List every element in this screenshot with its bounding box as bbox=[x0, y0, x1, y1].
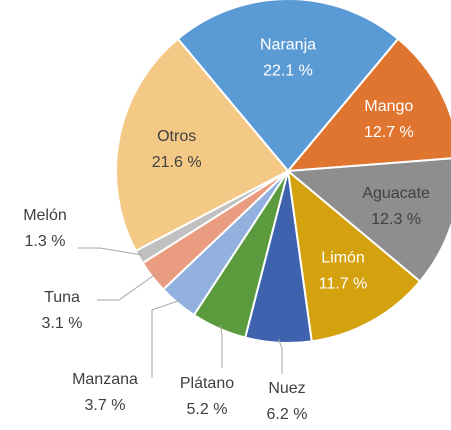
value-label: 12.7 % bbox=[364, 124, 414, 141]
slice-label: Limón bbox=[321, 249, 365, 266]
slice-label: Tuna bbox=[44, 289, 80, 306]
value-label: 6.2 % bbox=[267, 406, 308, 423]
value-label: 5.2 % bbox=[187, 401, 228, 418]
pie-slice bbox=[115, 37, 290, 253]
slice-label: Manzana bbox=[72, 371, 138, 388]
slice-label: Otros bbox=[157, 128, 196, 145]
leader-line bbox=[278, 338, 283, 374]
value-label: 12.3 % bbox=[371, 211, 421, 228]
slice-label: Aguacate bbox=[362, 185, 430, 202]
leader-line bbox=[97, 273, 156, 301]
value-label: 21.6 % bbox=[152, 154, 202, 171]
value-label: 1.3 % bbox=[25, 233, 66, 250]
leader-line bbox=[219, 324, 223, 368]
value-label: 3.1 % bbox=[42, 315, 83, 332]
pie-slice bbox=[176, 0, 400, 173]
slice-label: Nuez bbox=[268, 380, 305, 397]
value-label: 11.7 % bbox=[319, 275, 368, 292]
leader-line bbox=[151, 299, 181, 378]
slice-label: Plátano bbox=[180, 375, 234, 392]
pie-slice bbox=[285, 157, 451, 283]
pie-slice bbox=[285, 37, 451, 173]
value-label: 3.7 % bbox=[85, 397, 126, 414]
value-label: 22.1 % bbox=[263, 63, 313, 80]
slice-label: Mango bbox=[364, 98, 413, 115]
slice-label: Melón bbox=[23, 207, 67, 224]
pie-slice bbox=[286, 168, 422, 343]
leader-line bbox=[78, 247, 143, 256]
slice-label: Naranja bbox=[260, 37, 316, 54]
